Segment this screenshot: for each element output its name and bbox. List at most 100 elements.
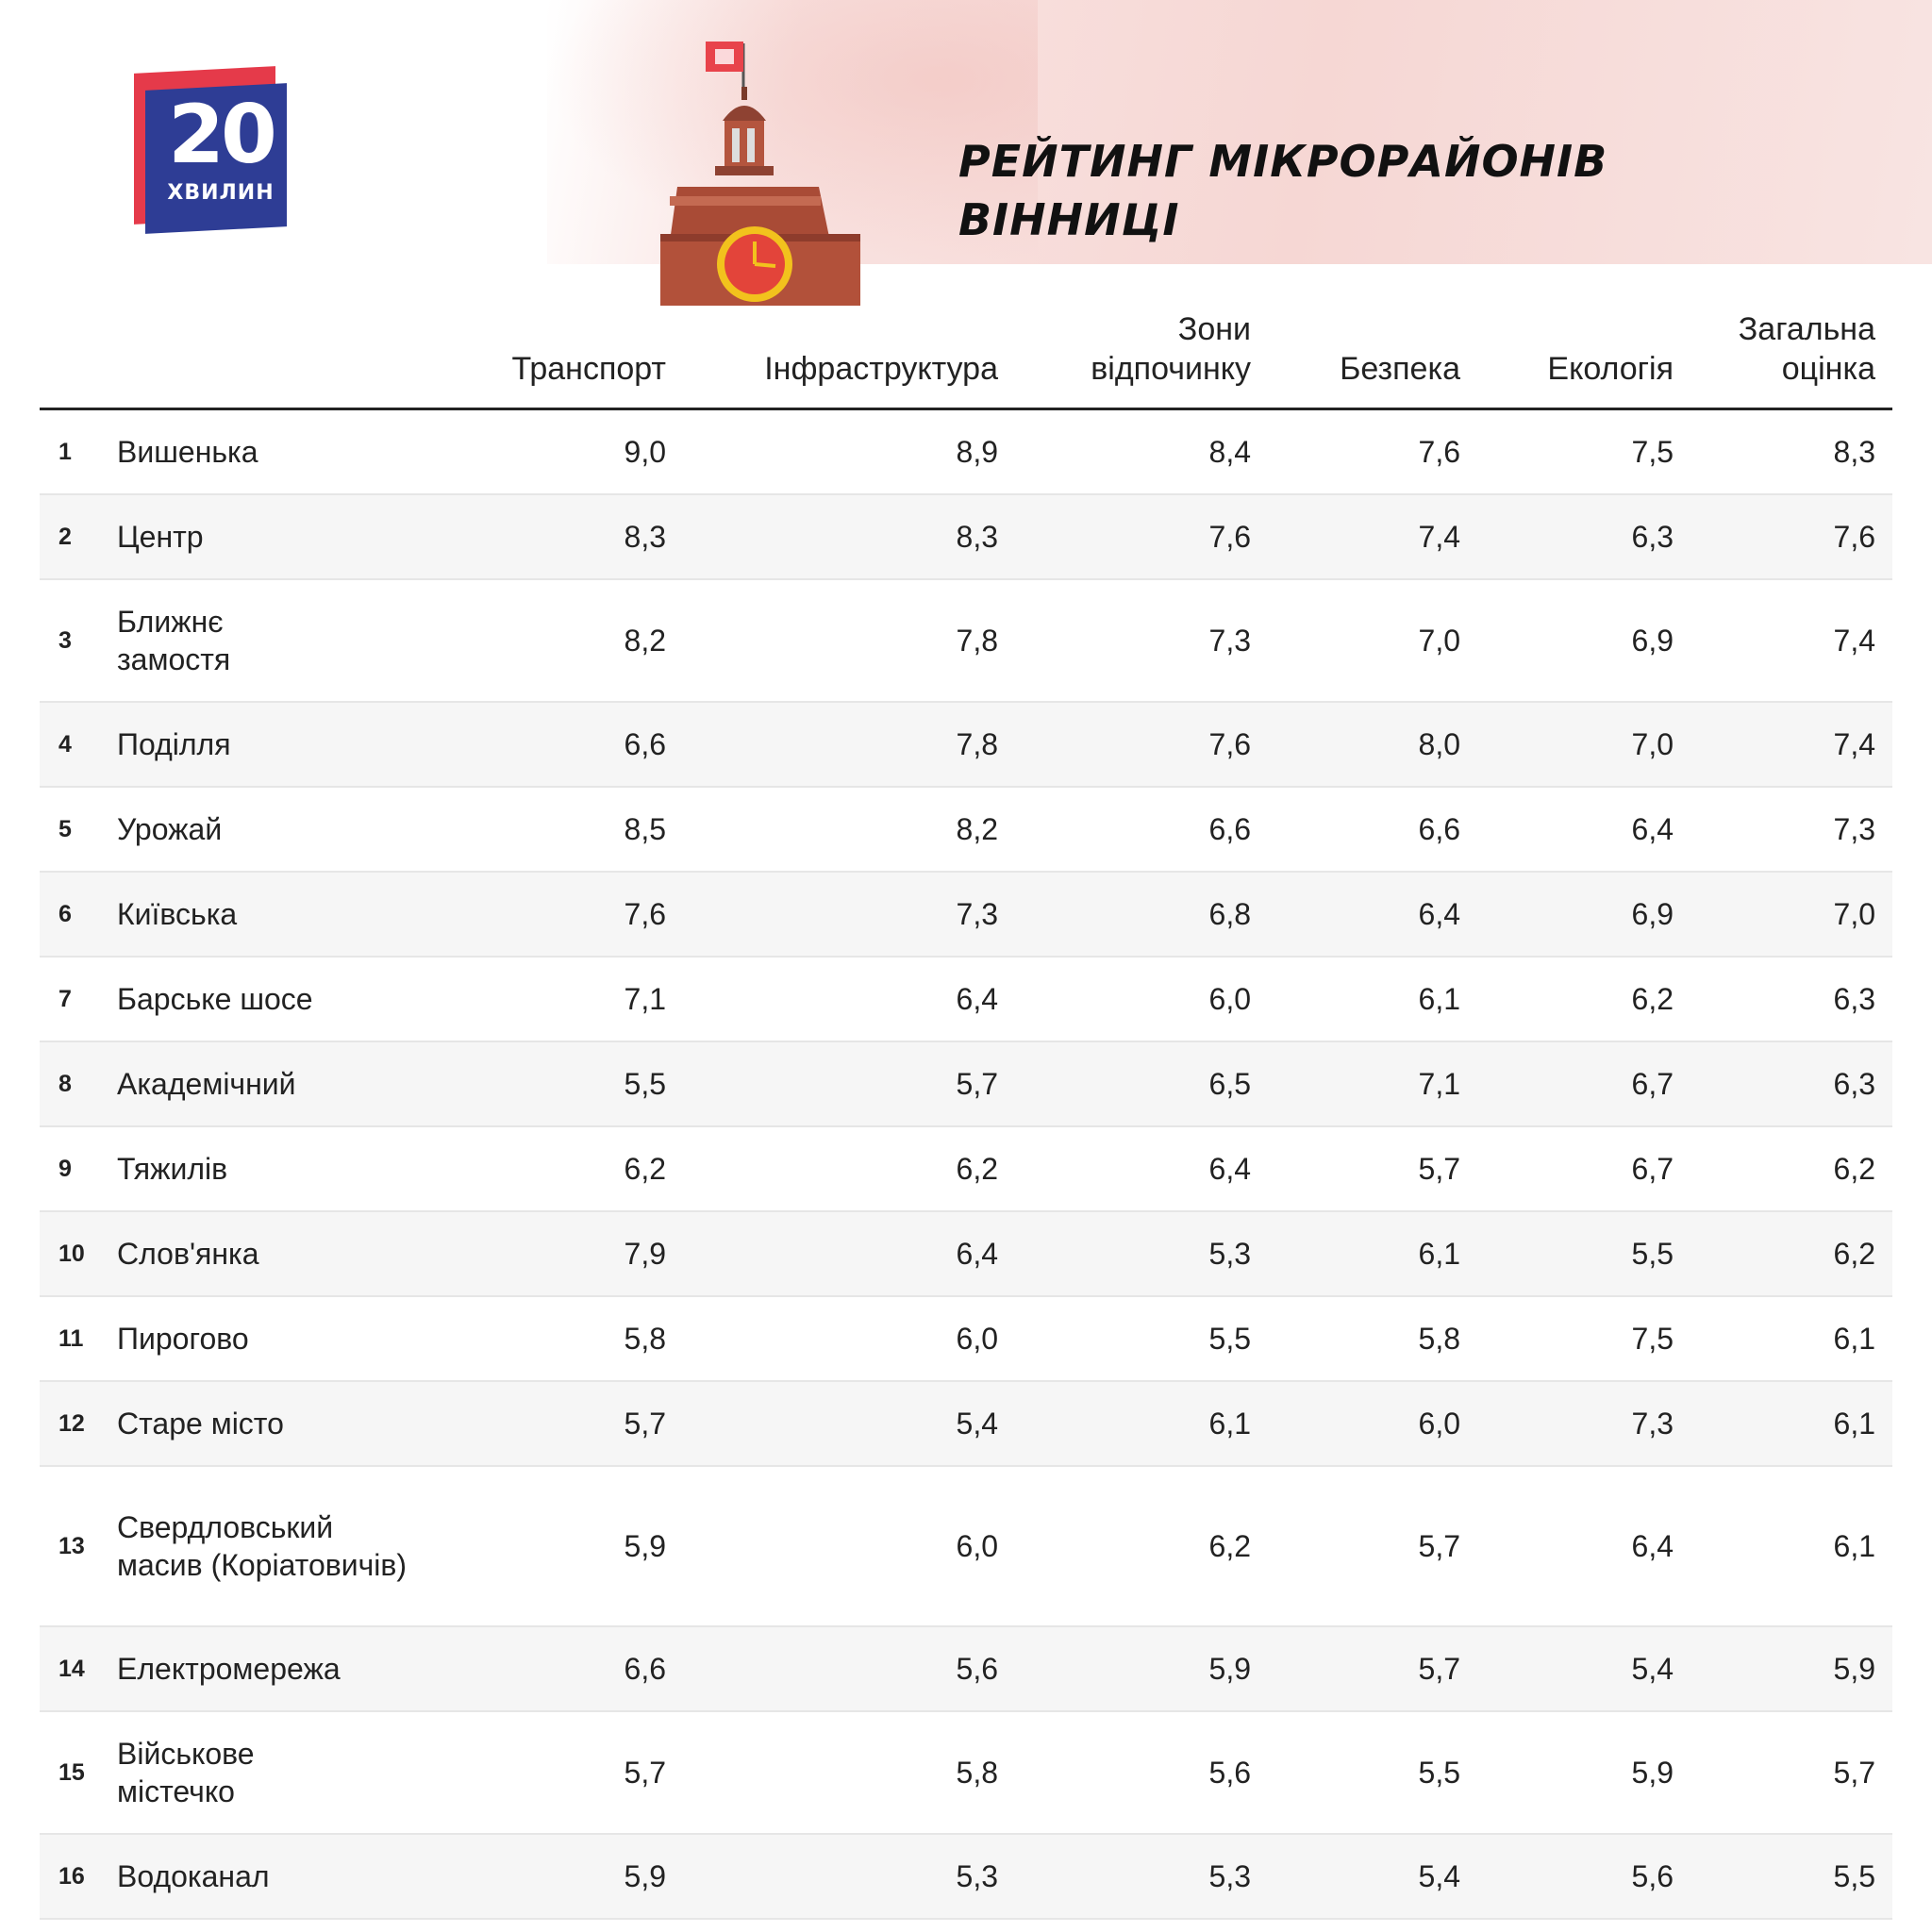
cell-transport: 5,7 (428, 1711, 683, 1835)
table-row: 15 Військове містечко 5,7 5,8 5,6 5,5 5,9 5,7 (40, 1711, 1892, 1835)
cell-safety: 7,1 (1268, 1041, 1477, 1127)
cell-recreation: 6,5 (1015, 1041, 1268, 1127)
cell-safety: 8,0 (1268, 702, 1477, 788)
cell-recreation: 7,3 (1015, 579, 1268, 703)
row-name: Академічний (117, 1041, 428, 1127)
cell-recreation: 5,5 (1015, 1296, 1268, 1382)
brand-logo: 20 ХВИЛИН (134, 66, 287, 234)
cell-recreation: 5,3 (1015, 1834, 1268, 1920)
header-recreation: Зони відпочинку (1015, 283, 1268, 410)
cell-transport: 6,2 (428, 1126, 683, 1212)
table-row: 7 Барське шосе 7,1 6,4 6,0 6,1 6,2 6,3 (40, 957, 1892, 1042)
cell-infrastructure: 5,7 (683, 1041, 1015, 1127)
row-name: Старе місто (117, 1381, 428, 1467)
row-name: Ближнє замостя (117, 579, 428, 703)
cell-safety: 5,7 (1268, 1126, 1477, 1212)
header-infrastructure: Інфраструктура (683, 283, 1015, 410)
cell-overall: 5,9 (1690, 1626, 1892, 1712)
cell-recreation: 6,6 (1015, 787, 1268, 873)
cell-overall: 8,3 (1690, 408, 1892, 495)
cell-ecology: 7,0 (1477, 702, 1690, 788)
row-rank: 9 (40, 1126, 117, 1212)
row-rank: 1 (40, 408, 117, 495)
table-row: 4 Поділля 6,6 7,8 7,6 8,0 7,0 7,4 (40, 702, 1892, 788)
cell-transport: 6,6 (428, 702, 683, 788)
cell-transport: 7,9 (428, 1211, 683, 1297)
logo-number: 20 (168, 88, 277, 182)
cell-overall: 5,5 (1690, 1834, 1892, 1920)
cell-overall: 6,2 (1690, 1126, 1892, 1212)
cell-recreation: 5,3 (1015, 1211, 1268, 1297)
cell-infrastructure: 6,0 (683, 1466, 1015, 1627)
cell-ecology: 7,5 (1477, 1296, 1690, 1382)
row-name: Барське шосе (117, 957, 428, 1042)
cell-overall: 6,3 (1690, 1041, 1892, 1127)
row-rank: 11 (40, 1296, 117, 1382)
table-row: 11 Пирогово 5,8 6,0 5,5 5,8 7,5 6,1 (40, 1296, 1892, 1382)
cell-safety: 7,4 (1268, 494, 1477, 580)
cell-safety: 5,7 (1268, 1626, 1477, 1712)
tower-illustration (660, 42, 860, 306)
cell-ecology: 7,5 (1477, 408, 1690, 495)
cell-safety: 7,0 (1268, 579, 1477, 703)
cell-transport: 5,8 (428, 1296, 683, 1382)
cell-recreation: 7,6 (1015, 702, 1268, 788)
cell-infrastructure: 8,9 (683, 408, 1015, 495)
cell-safety: 7,6 (1268, 408, 1477, 495)
cell-infrastructure: 6,0 (683, 1296, 1015, 1382)
table-row: 16 Водоканал 5,9 5,3 5,3 5,4 5,6 5,5 (40, 1834, 1892, 1920)
cell-ecology: 5,9 (1477, 1711, 1690, 1835)
table-row: 12 Старе місто 5,7 5,4 6,1 6,0 7,3 6,1 (40, 1381, 1892, 1467)
cell-infrastructure: 5,8 (683, 1711, 1015, 1835)
table-row: 13 Свердловський масив (Коріатовичів) 5,9 6… (40, 1466, 1892, 1627)
cell-infrastructure: 6,2 (683, 1126, 1015, 1212)
cell-infrastructure: 6,4 (683, 957, 1015, 1042)
cell-overall: 6,3 (1690, 957, 1892, 1042)
table-row: 14 Електромережа 6,6 5,6 5,9 5,7 5,4 5,9 (40, 1626, 1892, 1712)
cell-overall: 6,1 (1690, 1296, 1892, 1382)
cell-ecology: 7,3 (1477, 1381, 1690, 1467)
cell-infrastructure: 7,8 (683, 702, 1015, 788)
table-row: 8 Академічний 5,5 5,7 6,5 7,1 6,7 6,3 (40, 1041, 1892, 1127)
header-ecology: Екологія (1477, 283, 1690, 410)
cell-transport: 5,7 (428, 1381, 683, 1467)
cell-safety: 5,5 (1268, 1711, 1477, 1835)
cell-safety: 5,4 (1268, 1834, 1477, 1920)
row-name: Поділля (117, 702, 428, 788)
row-name: Військове містечко (117, 1711, 428, 1835)
cell-safety: 6,0 (1268, 1381, 1477, 1467)
cell-overall: 6,1 (1690, 1466, 1892, 1627)
cell-infrastructure: 7,8 (683, 579, 1015, 703)
cell-recreation: 6,8 (1015, 872, 1268, 958)
row-name: Вишенька (117, 408, 428, 495)
cell-ecology: 6,9 (1477, 579, 1690, 703)
cell-infrastructure: 6,4 (683, 1211, 1015, 1297)
row-rank: 5 (40, 787, 117, 873)
row-name: Київська (117, 872, 428, 958)
ratings-table: Транспорт Інфраструктура Зони відпочинку… (40, 283, 1892, 1920)
cell-infrastructure: 5,4 (683, 1381, 1015, 1467)
row-rank: 4 (40, 702, 117, 788)
cell-overall: 5,7 (1690, 1711, 1892, 1835)
row-name: Електромережа (117, 1626, 428, 1712)
cell-ecology: 5,6 (1477, 1834, 1690, 1920)
row-rank: 3 (40, 579, 117, 703)
cell-recreation: 6,2 (1015, 1466, 1268, 1627)
header-overall: Загальна оцінка (1690, 283, 1892, 410)
row-name: Тяжилів (117, 1126, 428, 1212)
table-row: 1 Вишенька 9,0 8,9 8,4 7,6 7,5 8,3 (40, 408, 1892, 495)
row-rank: 7 (40, 957, 117, 1042)
cell-infrastructure: 5,6 (683, 1626, 1015, 1712)
cell-safety: 5,8 (1268, 1296, 1477, 1382)
table-header-row: Транспорт Інфраструктура Зони відпочинку… (40, 283, 1892, 410)
cell-transport: 7,6 (428, 872, 683, 958)
cell-ecology: 6,7 (1477, 1126, 1690, 1212)
title-line-1: РЕЙТИНГ МІКРОРАЙОНІВ (958, 136, 1608, 187)
cell-transport: 5,9 (428, 1834, 683, 1920)
table-row: 10 Слов'янка 7,9 6,4 5,3 6,1 5,5 6,2 (40, 1211, 1892, 1297)
cell-transport: 8,5 (428, 787, 683, 873)
cell-recreation: 8,4 (1015, 408, 1268, 495)
cell-recreation: 6,1 (1015, 1381, 1268, 1467)
logo-word: ХВИЛИН (167, 181, 275, 205)
cell-infrastructure: 8,3 (683, 494, 1015, 580)
